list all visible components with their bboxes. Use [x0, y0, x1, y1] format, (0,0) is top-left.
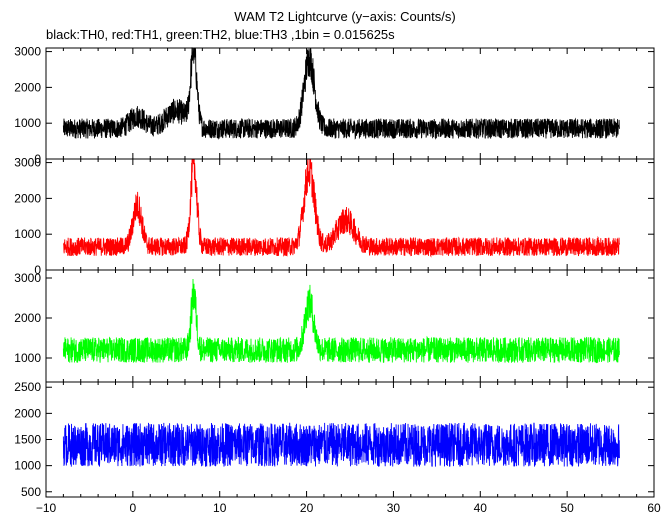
- y-tick-label: 2000: [14, 311, 41, 325]
- y-tick-label: 2500: [14, 380, 41, 394]
- y-tick-label: 2000: [14, 406, 41, 420]
- y-tick-label: 1000: [14, 351, 41, 365]
- y-tick-label: 1500: [14, 433, 41, 447]
- series-line-th3: [62, 422, 620, 467]
- series-line-th0: [62, 47, 620, 140]
- chart-subtitle: black:TH0, red:TH1, green:TH2, blue:TH3 …: [46, 27, 395, 42]
- x-tick-label: 20: [300, 501, 314, 515]
- y-tick-label: 500: [21, 485, 41, 499]
- x-tick-label: 30: [387, 501, 401, 515]
- y-tick-label: 1000: [14, 459, 41, 473]
- y-tick-label: 1000: [14, 227, 41, 241]
- y-tick-label: 0: [34, 263, 41, 277]
- y-tick-label: 1000: [14, 116, 41, 130]
- series-line-th2: [62, 279, 620, 364]
- x-tick-label: −10: [36, 501, 57, 515]
- y-tick-label: 0: [34, 152, 41, 166]
- x-axis: −10 0 10 20 30 40 50 60: [36, 501, 661, 515]
- x-tick-label: 60: [647, 501, 661, 515]
- chart-title: WAM T2 Lightcurve (y−axis: Counts/s): [234, 9, 455, 24]
- series-line-th1: [62, 158, 620, 258]
- y-tick-label: 3000: [14, 45, 41, 59]
- x-tick-label: 40: [474, 501, 488, 515]
- x-tick-label: 0: [130, 501, 137, 515]
- panel-th3: 500 1000 1500 2000 2500: [14, 380, 655, 499]
- y-tick-label: 2000: [14, 191, 41, 205]
- y-tick-label: 2000: [14, 80, 41, 94]
- x-tick-label: 50: [560, 501, 574, 515]
- x-tick-label: 10: [213, 501, 227, 515]
- panels: 0100020003000010002000300010002000300050…: [14, 45, 655, 499]
- y-tick-label: 3000: [14, 271, 41, 285]
- y-tick-label: 3000: [14, 156, 41, 170]
